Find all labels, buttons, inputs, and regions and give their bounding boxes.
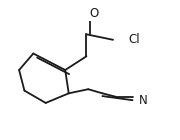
Text: O: O <box>89 7 98 20</box>
Text: Cl: Cl <box>129 33 140 46</box>
Text: N: N <box>139 94 148 107</box>
